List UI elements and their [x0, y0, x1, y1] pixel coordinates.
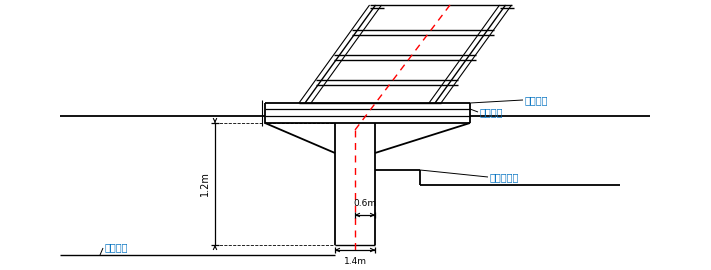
Text: 中心轴线: 中心轴线 [105, 242, 129, 252]
Text: 围护内边: 围护内边 [480, 107, 503, 117]
Text: 0.6m: 0.6m [353, 199, 377, 208]
Text: 定位型钒: 定位型钒 [525, 95, 548, 105]
Text: 围护内边线: 围护内边线 [490, 172, 519, 182]
Text: 1.2m: 1.2m [200, 171, 210, 197]
Text: 1.4m: 1.4m [343, 257, 366, 266]
